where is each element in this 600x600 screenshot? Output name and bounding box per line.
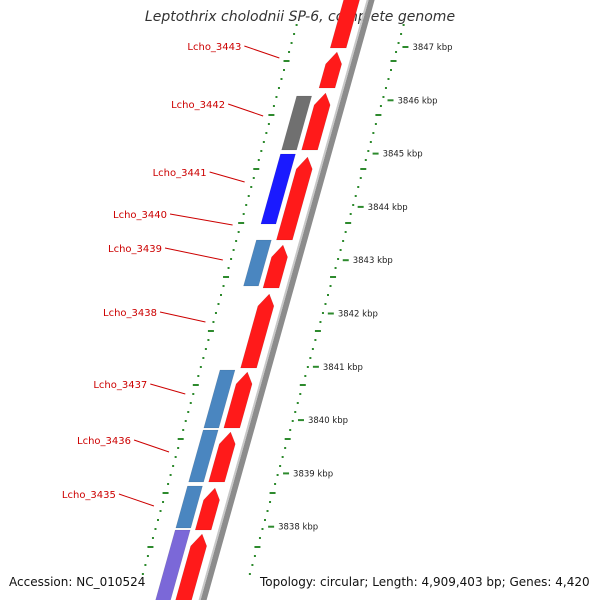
reverse-gene-2 — [260, 153, 296, 225]
gene-label: Lcho_3441 — [153, 168, 207, 179]
scale-label: 3841 kbp — [323, 363, 363, 373]
reverse-gene-4 — [203, 369, 236, 429]
scale-label: 3843 kbp — [353, 256, 393, 266]
gene-label-leader — [227, 103, 264, 117]
reverse-gene-6 — [175, 485, 203, 529]
scale-label: 3844 kbp — [368, 203, 408, 213]
gene-label: Lcho_3437 — [93, 380, 147, 391]
gene-label-leader — [209, 171, 245, 183]
gene-label-leader — [150, 383, 186, 395]
scale-label: 3845 kbp — [383, 150, 423, 160]
gene-label-leader — [159, 311, 206, 323]
backbone-track — [198, 0, 375, 600]
forward-gene-9 — [194, 487, 220, 531]
gene-label-leader — [164, 247, 223, 261]
gene-label-leader — [244, 45, 280, 59]
reverse-gene-5 — [188, 429, 219, 483]
gene-label: Lcho_3435 — [62, 490, 116, 501]
forward-gene-2 — [318, 51, 342, 89]
gc-content-track — [141, 24, 405, 575]
forward-gene-10 — [175, 533, 207, 600]
forward-gene-3 — [301, 92, 331, 151]
feature-track — [155, 0, 360, 600]
scale-label: 3842 kbp — [338, 310, 378, 320]
gene-label-leader — [169, 213, 233, 226]
gene-label: Lcho_3440 — [113, 210, 167, 221]
gene-label: Lcho_3436 — [77, 436, 131, 447]
map-title: Leptothrix cholodnii SP-6, complete geno… — [144, 9, 456, 25]
reverse-gene-7 — [155, 529, 191, 600]
gene-label-track: Lcho_3443 Lcho_3442 Lcho_3441 Lcho_3440 Lcho… — [62, 42, 280, 507]
forward-gene-6 — [240, 293, 275, 369]
forward-gene-5 — [262, 244, 288, 289]
gene-label: Lcho_3443 — [187, 42, 241, 53]
backbone-highlight — [198, 0, 369, 600]
backbone-line — [200, 0, 375, 600]
reverse-gene-3 — [243, 239, 272, 287]
gene-label: Lcho_3438 — [103, 308, 157, 319]
scale-label: 3839 kbp — [293, 469, 333, 479]
accession-text: Accession: NC_010524 — [9, 575, 146, 589]
scale-label: 3847 kbp — [412, 43, 452, 53]
scale-label: 3838 kbp — [278, 523, 318, 533]
scale-track: 3847 kbp 3846 kbp 3845 kbp 3844 kbp 3843 kbp… — [268, 43, 453, 533]
gene-label-leader — [118, 493, 155, 507]
gene-label-leader — [133, 439, 170, 453]
reverse-gene-1 — [281, 95, 313, 151]
gene-label: Lcho_3439 — [108, 244, 162, 255]
forward-gene-7 — [223, 371, 253, 429]
forward-gene-8 — [208, 431, 236, 483]
forward-gene-1 — [329, 0, 360, 49]
genome-summary-text: Topology: circular; Length: 4,909,403 bp… — [260, 575, 590, 589]
forward-gene-4 — [276, 156, 313, 241]
scale-label: 3846 kbp — [398, 96, 438, 106]
gene-label: Lcho_3442 — [171, 100, 225, 111]
scale-label: 3840 kbp — [308, 416, 348, 426]
